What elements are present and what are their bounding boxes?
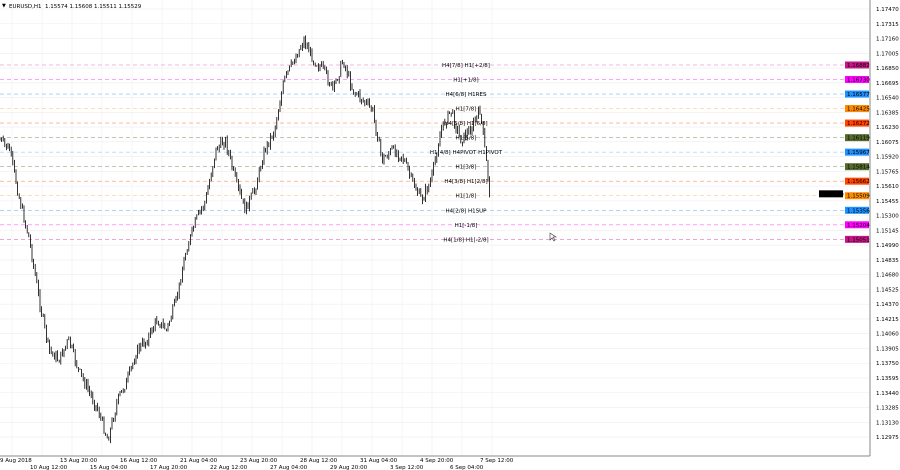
level-price-tag	[845, 134, 869, 142]
y-tick-label: 1.13440	[876, 391, 899, 397]
y-tick-label: 1.14370	[876, 302, 899, 308]
x-tick-label: 4 Sep 20:00	[420, 458, 454, 464]
level-price: 1.16730	[847, 77, 870, 83]
level-price-tag	[845, 192, 869, 200]
y-tick-label: 1.16075	[876, 140, 899, 146]
y-tick-label: 1.14990	[876, 243, 899, 249]
y-tick-label: 1.14680	[876, 273, 899, 279]
y-tick-label: 1.12975	[876, 435, 899, 441]
y-tick-label: 1.15920	[876, 155, 899, 161]
murrey-levels: H4[7/8] H1[+2/8] 1.16882 H1[+1/8] 1.16730 H4…	[0, 61, 870, 243]
y-tick-label: 1.15300	[876, 214, 899, 220]
x-tick-label: 17 Aug 20:00	[150, 465, 188, 470]
y-tick-label: 1.14835	[876, 258, 899, 264]
level-price: 1.15051	[847, 237, 870, 243]
x-tick-label: 3 Sep 12:00	[390, 465, 424, 470]
level-label: H1[4/8] H4PIVOT H1PIVOT	[430, 150, 503, 156]
level-price-tag	[845, 177, 869, 185]
grid	[0, 0, 870, 456]
x-tick-label: 22 Aug 12:00	[210, 465, 248, 470]
x-tick-label: 28 Aug 12:00	[300, 458, 338, 464]
level-label: H4[7/8] H1[+2/8]	[442, 63, 490, 69]
level-price-tag	[845, 61, 869, 69]
level-price: 1.15356	[847, 208, 870, 214]
y-tick-label: 1.15455	[876, 199, 899, 205]
x-tick-label: 13 Aug 20:00	[60, 458, 98, 464]
symbol-label: EURUSD,H1	[9, 4, 41, 10]
x-tick-label: 31 Aug 04:00	[360, 458, 398, 464]
y-tick-label: 1.14215	[876, 317, 899, 323]
triangle-down-icon[interactable]: ▼	[2, 3, 6, 9]
y-tick-label: 1.13905	[876, 346, 899, 352]
y-tick-label: 1.15145	[876, 228, 899, 234]
y-tick-label: 1.16385	[876, 110, 899, 116]
level-price-tag	[845, 75, 869, 83]
y-tick-label: 1.13595	[876, 376, 899, 382]
y-tick-label: 1.16695	[876, 81, 899, 87]
x-tick-label: 9 Aug 2018	[0, 458, 32, 464]
y-tick-label: 1.13285	[876, 406, 899, 412]
level-price: 1.15509	[847, 194, 870, 200]
level-price: 1.15204	[847, 223, 870, 229]
y-tick-label: 1.15765	[876, 169, 899, 175]
level-price: 1.15967	[847, 150, 870, 156]
level-price: 1.16425	[847, 107, 870, 113]
y-tick-label: 1.17315	[876, 22, 899, 28]
y-tick-label: 1.13130	[876, 420, 899, 426]
x-tick-label: 23 Aug 20:00	[240, 458, 278, 464]
y-tick-label: 1.16540	[876, 96, 899, 102]
x-tick-label: 16 Aug 12:00	[120, 458, 158, 464]
current-price-tag	[819, 190, 843, 198]
level-price-tag	[845, 148, 869, 156]
level-label: H1[+1/8]	[453, 77, 478, 83]
level-price: 1.16577	[847, 92, 870, 98]
y-tick-label: 1.14525	[876, 287, 899, 293]
x-tick-label: 6 Sep 04:00	[450, 465, 484, 470]
level-label: H1[7/8]	[456, 107, 477, 113]
level-label: H1[-1/8]	[455, 223, 478, 229]
x-tick-label: 29 Aug 20:00	[330, 465, 368, 470]
x-tick-label: 27 Aug 04:00	[270, 465, 308, 470]
price-axis: 1.17470 1.17315 1.17160 1.17005 1.16850 1.166…	[876, 7, 899, 441]
x-tick-label: 21 Aug 04:00	[180, 458, 218, 464]
level-price: 1.16119	[847, 136, 870, 142]
y-tick-label: 1.17005	[876, 51, 899, 57]
ohlc-readout: 1.15574 1.15608 1.15511 1.15529	[45, 4, 142, 10]
mouse-cursor-icon	[549, 232, 557, 242]
level-price: 1.16882	[847, 63, 870, 69]
y-tick-label: 1.13750	[876, 361, 899, 367]
y-tick-label: 1.16230	[876, 125, 899, 131]
x-tick-label: 15 Aug 04:00	[90, 465, 128, 470]
y-tick-label: 1.14060	[876, 332, 899, 338]
y-tick-label: 1.17160	[876, 37, 899, 43]
level-label: H4[6/8] H1RES	[446, 92, 487, 98]
level-price-tag	[845, 119, 869, 127]
level-price: 1.15662	[847, 179, 870, 185]
price-bars	[0, 35, 491, 444]
level-label: H1[3/8]	[456, 165, 477, 171]
y-tick-label: 1.16850	[876, 66, 899, 72]
level-label: H1[1/8]	[456, 194, 477, 200]
level-label: H4[3/8] H1[2/8]	[444, 179, 487, 185]
current-price: 1.15529	[821, 192, 844, 198]
x-tick-label: 10 Aug 12:00	[30, 465, 68, 470]
level-price-tag	[845, 235, 869, 243]
y-tick-label: 1.17470	[876, 7, 899, 13]
level-price: 1.16272	[847, 121, 870, 127]
level-label: H4[5/8] H1[6/8]	[444, 121, 487, 127]
level-price-tag	[845, 163, 869, 171]
level-price: 1.15814	[847, 165, 870, 171]
level-price-tag	[845, 206, 869, 214]
level-label: H4[1/8] H1[-2/8]	[443, 237, 488, 243]
x-tick-label: 7 Sep 12:00	[480, 458, 514, 464]
level-price-tag	[845, 90, 869, 98]
level-price-tag	[845, 221, 869, 229]
level-label: H4[2/8] H1SUP	[446, 208, 488, 214]
level-price-tag	[845, 105, 869, 113]
y-tick-label: 1.15610	[876, 184, 899, 190]
